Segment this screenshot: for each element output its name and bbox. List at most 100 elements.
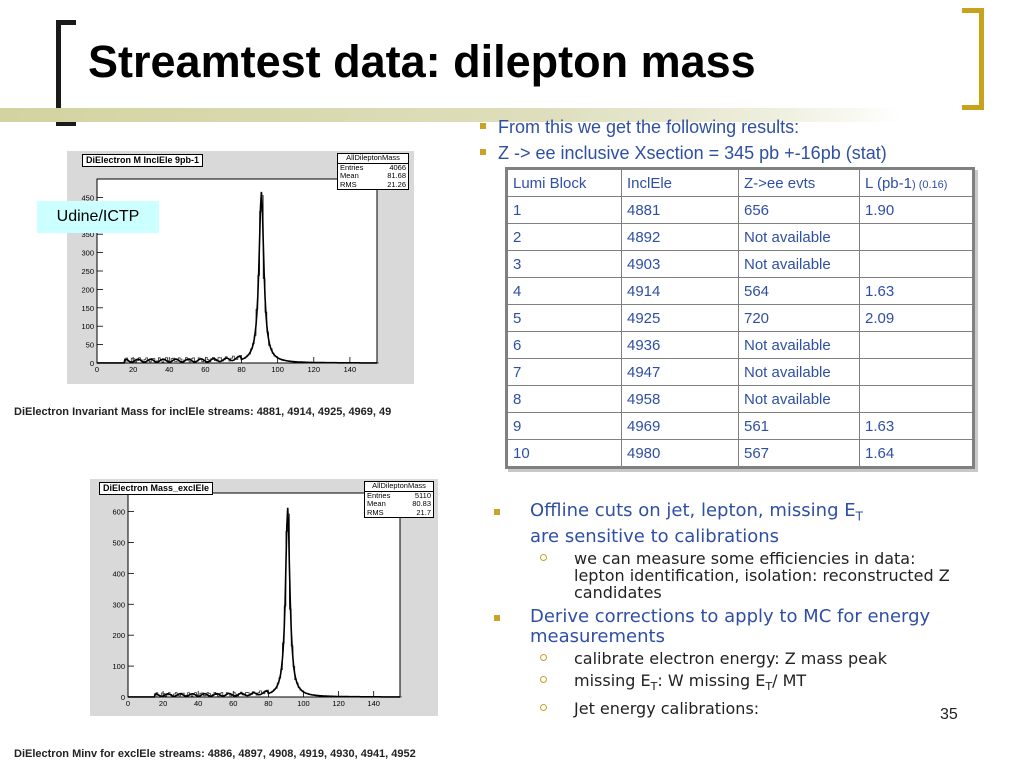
table-cell: [859, 358, 973, 386]
subbullet-text: we can measure some efficiencies in data…: [574, 548, 950, 602]
subscript: T: [650, 679, 658, 693]
table-cell: Not available: [738, 385, 860, 413]
results-table-container: Lumi Block InclEle Z->ee evts L (pb-1) (…: [505, 167, 975, 469]
subbullet-missing-et: missing ET: W missing ET/ MT: [490, 672, 970, 695]
stats-label: RMS: [340, 179, 357, 189]
subbullet-text: Jet energy calibrations:: [574, 698, 760, 718]
table-cell: 656: [738, 196, 860, 224]
histogram-2-canvas: 600 500 400 300 200 100 0 0 20 40 60 80 100 120 140: [112, 492, 402, 708]
subscript: T: [855, 509, 863, 524]
x-tick-label: 100: [271, 365, 284, 374]
bullet-item: Z -> ee inclusive Xsection = 345 pb +-16…: [480, 140, 887, 166]
table-cell: 564: [738, 277, 860, 305]
table-cell: 7: [507, 358, 622, 386]
table-row: 7 4947 Not available: [507, 358, 973, 386]
histogram-plot-2: 600 500 400 300 200 100 0 0 20 40 60 80 100 120 140 D…: [90, 479, 438, 716]
table-row: 9 4969 561 1.63: [507, 412, 973, 440]
y-tick-label: 300: [112, 600, 125, 609]
y-tick-label: 150: [81, 304, 94, 313]
y-tick-label: 400: [112, 569, 125, 578]
circle-bullet-icon: [540, 675, 547, 683]
histogram-1-canvas: 450400350300250200150100500 020406080100…: [81, 178, 379, 374]
table-cell: 4936: [621, 331, 739, 359]
y-tick-label: 0: [121, 693, 125, 702]
stats-label: Mean: [340, 171, 359, 180]
table-cell: Not available: [738, 250, 860, 278]
table-cell: 3: [507, 250, 622, 278]
column-header: L (pb-1) (0.16): [859, 169, 973, 197]
y-tick-label: 450: [81, 193, 94, 202]
stats-value: 21.26: [387, 179, 406, 189]
stats-value: 5110: [414, 490, 431, 500]
table-cell: 8: [507, 385, 622, 413]
plot-1-caption: DiElectron Invariant Mass for inclEle st…: [14, 406, 392, 418]
stats-label: Entries: [367, 490, 391, 500]
table-header-row: Lumi Block InclEle Z->ee evts L (pb-1) (…: [507, 169, 973, 197]
y-tick-label: 200: [81, 285, 94, 294]
title-underline-bar: [0, 108, 904, 122]
y-tick-label: 0: [90, 359, 94, 368]
table-cell: 4947: [621, 358, 739, 386]
y-tick-label: 300: [81, 249, 94, 258]
stats-label: RMS: [367, 507, 384, 517]
table-cell: 1.63: [859, 277, 973, 305]
bullet-text: Z -> ee inclusive Xsection = 345 pb +-16…: [498, 143, 887, 163]
results-bullets: From this we get the following results: …: [480, 114, 887, 166]
page-number: 35: [940, 706, 958, 723]
table-cell: 4958: [621, 385, 739, 413]
table-cell: 4892: [621, 223, 739, 251]
table-cell: 1.64: [859, 439, 973, 467]
bullet-item: From this we get the following results:: [480, 114, 887, 140]
bullet-text: From this we get the following results:: [498, 117, 800, 137]
table-cell: Not available: [738, 358, 860, 386]
subscript: T: [765, 679, 773, 693]
x-tick-label: 20: [129, 365, 137, 374]
table-cell: 567: [738, 439, 860, 467]
table-cell: [859, 223, 973, 251]
stats-label: Mean: [367, 499, 386, 508]
table-cell: 9: [507, 412, 622, 440]
table-cell: 1: [507, 196, 622, 224]
left-bracket-decoration: [56, 20, 76, 126]
table-cell: 4980: [621, 439, 739, 467]
table-cell: 10: [507, 439, 622, 467]
table-cell: Not available: [738, 331, 860, 359]
column-header-note: ) (0.16): [911, 178, 948, 191]
subbullet-jet-energy: Jet energy calibrations:: [490, 700, 970, 717]
slide-title: Streamtest data: dilepton mass: [88, 36, 756, 87]
table-row: 3 4903 Not available: [507, 250, 973, 278]
x-tick-label: 20: [159, 699, 167, 708]
plot-1-title: DiElectron M InclEle 9pb-1: [82, 154, 204, 167]
table-cell: [859, 331, 973, 359]
x-tick-label: 40: [194, 699, 202, 708]
table-cell: 2.09: [859, 304, 973, 332]
stats-label: Entries: [340, 162, 364, 172]
table-cell: 4: [507, 277, 622, 305]
y-tick-label: 100: [81, 322, 94, 331]
x-tick-label: 40: [165, 365, 173, 374]
x-tick-label: 0: [95, 365, 99, 374]
x-tick-label: 140: [344, 365, 357, 374]
subbullet-efficiencies: we can measure some efficiencies in data…: [490, 550, 970, 601]
stats-name: AllDileptonMass: [365, 481, 433, 492]
plot-2-stats-box: AllDileptonMass Entries 5110 Mean 80.83 RM…: [364, 481, 434, 518]
subbullet-text: : W missing E: [657, 670, 766, 690]
table-cell: 561: [738, 412, 860, 440]
column-header: Lumi Block: [507, 169, 622, 197]
table-row: 10 4980 567 1.64: [507, 439, 973, 467]
x-tick-label: 0: [126, 699, 130, 708]
table-cell: 2: [507, 223, 622, 251]
subbullet-text: missing E: [574, 670, 651, 690]
square-bullet-icon: [494, 509, 500, 515]
column-header: Z->ee evts: [738, 169, 860, 197]
plot-2-caption: DiElectron Minv for exclEle streams: 488…: [14, 748, 416, 760]
y-tick-label: 600: [112, 508, 125, 517]
square-bullet-icon: [494, 614, 500, 621]
stats-name: AllDileptonMass: [338, 153, 408, 164]
x-tick-label: 60: [229, 699, 237, 708]
square-bullet-icon: [480, 149, 486, 156]
x-tick-label: 80: [264, 699, 272, 708]
subbullet-text: / MT: [772, 670, 807, 690]
y-tick-label: 50: [86, 341, 94, 350]
results-table: Lumi Block InclEle Z->ee evts L (pb-1) (…: [507, 169, 973, 467]
